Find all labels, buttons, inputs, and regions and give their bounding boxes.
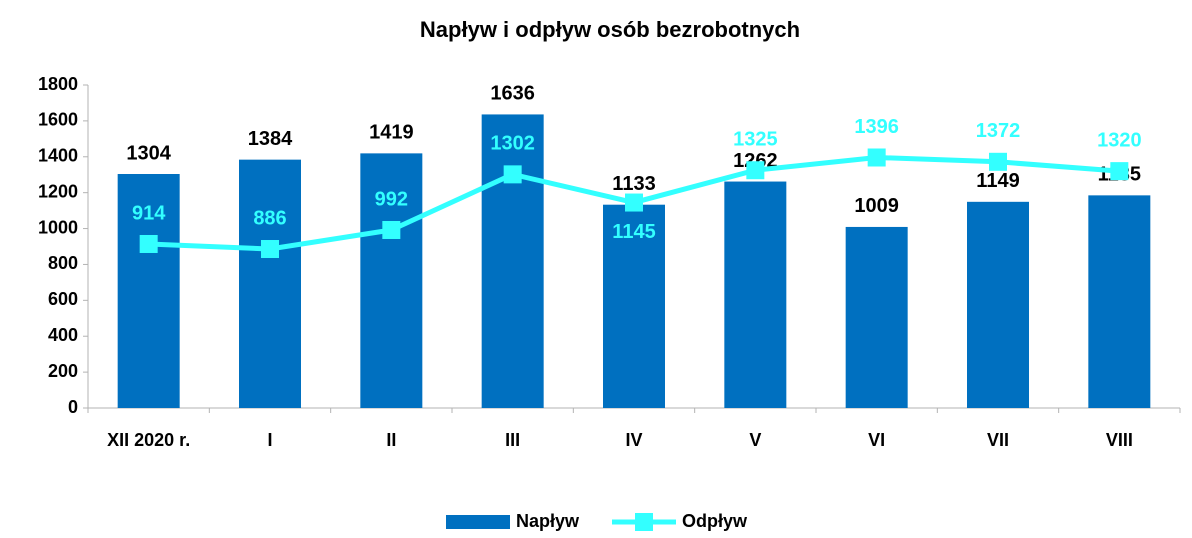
bar-value-label: 1149 (976, 170, 1019, 192)
bar-value-label: 1636 (490, 83, 535, 105)
bar-value-label: 1009 (854, 195, 899, 217)
y-tick-label: 200 (48, 361, 78, 381)
x-tick-label: IV (625, 430, 642, 450)
line-marker (746, 161, 765, 180)
line-value-label: 886 (253, 207, 286, 229)
y-tick-label: 1600 (38, 110, 78, 130)
line-value-label: 1396 (854, 116, 899, 138)
bar (967, 201, 1029, 408)
line-value-label: 1372 (976, 120, 1021, 142)
x-tick-label: VIII (1106, 430, 1133, 450)
line-value-label: 992 (375, 188, 408, 210)
line-value-label: 1302 (490, 133, 535, 155)
line-marker (989, 152, 1007, 171)
bar-value-label: 1133 (612, 173, 655, 195)
y-tick-label: 1000 (38, 217, 78, 237)
line-marker (625, 193, 643, 212)
y-tick-label: 1800 (38, 74, 78, 94)
bar-value-label: 1262 (733, 150, 778, 172)
chart-title: Napływ i odpływ osób bezrobotnych (420, 17, 800, 42)
y-tick-label: 800 (48, 253, 78, 273)
y-tick-label: 1400 (38, 146, 78, 166)
line-marker (139, 234, 158, 253)
line-marker (261, 240, 279, 259)
bar-value-label: 1384 (248, 128, 293, 150)
y-tick-label: 1200 (38, 181, 78, 201)
bar (360, 153, 423, 408)
line-marker (1110, 162, 1129, 181)
line-value-label: 914 (132, 202, 166, 224)
x-tick-label: VI (868, 430, 885, 450)
bar (1088, 195, 1151, 408)
bar-value-label: 1419 (369, 122, 414, 144)
x-tick-label: XII 2020 r. (107, 430, 190, 450)
line-marker (382, 220, 401, 239)
y-tick-label: 600 (48, 289, 78, 309)
legend-swatch (446, 515, 510, 529)
line-value-label: 1145 (612, 221, 655, 243)
bar (603, 204, 665, 408)
legend-label: Odpływ (682, 511, 748, 531)
bar (117, 174, 180, 408)
y-tick-label: 400 (48, 325, 78, 345)
bar (481, 114, 544, 408)
x-tick-label: V (749, 430, 761, 450)
x-tick-label: VII (987, 430, 1009, 450)
bar (239, 159, 301, 408)
bar (845, 226, 908, 408)
line-marker (503, 165, 522, 184)
line-value-label: 1325 (733, 129, 778, 151)
legend-swatch (635, 513, 653, 531)
legend-label: Napływ (516, 511, 580, 531)
y-tick-label: 0 (68, 397, 78, 417)
x-tick-label: I (267, 430, 272, 450)
line-value-label: 1320 (1097, 129, 1142, 151)
x-tick-label: III (505, 430, 520, 450)
bar-value-label: 1304 (126, 142, 171, 164)
line-marker (867, 148, 886, 167)
bar (724, 181, 787, 408)
x-tick-label: II (386, 430, 396, 450)
